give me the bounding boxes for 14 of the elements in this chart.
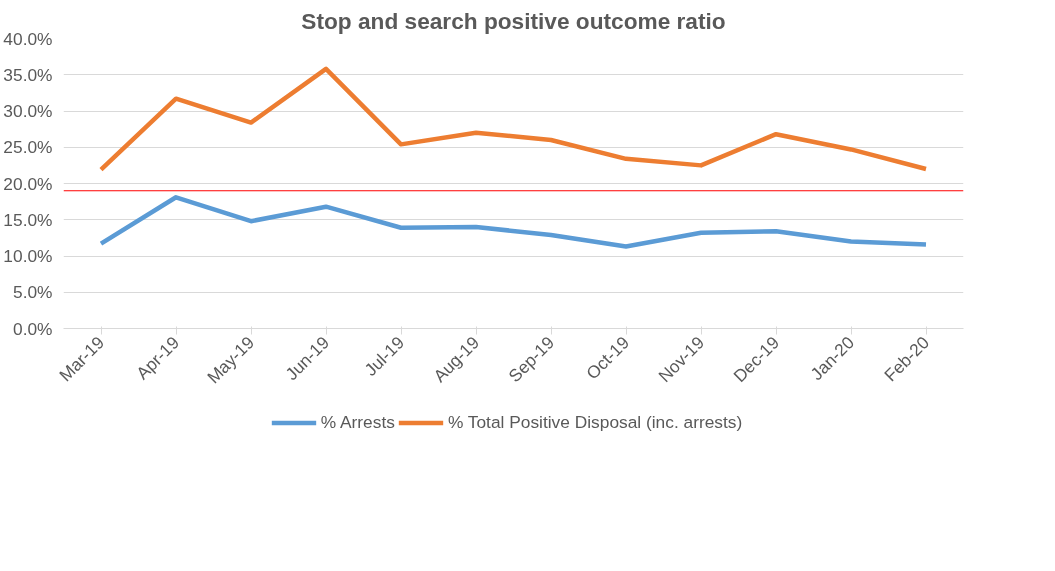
- y-tick-label: 15.0%: [3, 209, 53, 230]
- y-tick-label: 35.0%: [3, 64, 53, 85]
- y-tick-label: 5.0%: [13, 282, 53, 303]
- line-series: [98, 195, 929, 249]
- y-tick-label: 0.0%: [13, 318, 53, 339]
- legend-label: % Total Positive Disposal (inc. arrests): [447, 411, 743, 433]
- legend-label: % Arrests: [320, 411, 395, 433]
- y-tick-label: 20.0%: [3, 173, 53, 194]
- y-tick-label: 30.0%: [3, 101, 53, 121]
- y-tick-label: 40.0%: [3, 28, 53, 49]
- line-series: [98, 66, 929, 172]
- y-tick-label: 10.0%: [3, 246, 53, 266]
- chart-title: Stop and search positive outcome ratio: [301, 7, 726, 34]
- y-tick-label: 25.0%: [3, 137, 53, 158]
